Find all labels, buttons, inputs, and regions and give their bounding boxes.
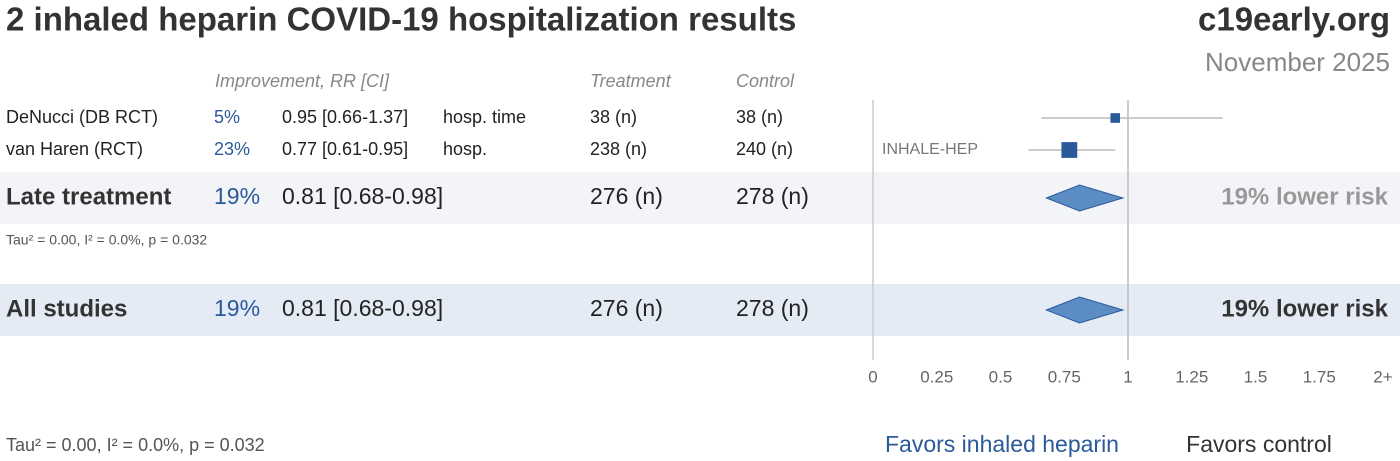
rr-ci: 0.95 [0.66-1.37] — [282, 107, 408, 127]
x-tick-label: 1.5 — [1244, 367, 1268, 386]
rr-marker — [1061, 142, 1078, 158]
outcome: hosp. time — [443, 107, 526, 127]
control: 278 (n) — [736, 295, 809, 321]
control: 38 (n) — [736, 107, 783, 127]
favors-right: Favors control — [1186, 431, 1332, 457]
stats: Tau² = 0.00, I² = 0.0%, p = 0.032 — [6, 232, 207, 248]
improvement: 19% — [214, 295, 260, 321]
pooled-diamond — [1045, 296, 1125, 324]
rr-ci: 0.81 [0.68-0.98] — [282, 183, 443, 209]
row-band — [0, 172, 1400, 224]
annotation: INHALE-HEP — [882, 141, 978, 158]
treatment: 238 (n) — [590, 139, 647, 159]
improvement: 23% — [214, 139, 250, 159]
header: Treatment — [590, 71, 672, 91]
treatment: 38 (n) — [590, 107, 637, 127]
x-tick-label: 0 — [868, 367, 877, 386]
stats: Tau² = 0.00, I² = 0.0%, p = 0.032 — [6, 435, 265, 455]
summary: 19% lower risk — [1221, 183, 1388, 210]
rr-ci: 0.81 [0.68-0.98] — [282, 295, 443, 321]
source: c19early.org — [1198, 1, 1390, 38]
header: Improvement, RR [CI] — [215, 71, 390, 91]
outcome: hosp. — [443, 139, 487, 159]
study-name: DeNucci (DB RCT) — [6, 107, 158, 127]
pooled-name: Late treatment — [6, 183, 171, 210]
improvement: 19% — [214, 183, 260, 209]
control: 240 (n) — [736, 139, 793, 159]
rr-ci: 0.77 [0.61-0.95] — [282, 139, 408, 159]
x-tick-label: 0.5 — [989, 367, 1013, 386]
improvement: 5% — [214, 107, 240, 127]
header: Control — [736, 71, 795, 91]
treatment: 276 (n) — [590, 295, 663, 321]
x-tick-label: 0.25 — [920, 367, 953, 386]
date: November 2025 — [1205, 47, 1390, 77]
x-tick-label: 1.75 — [1303, 367, 1336, 386]
x-tick-label: 0.75 — [1048, 367, 1081, 386]
study-name: van Haren (RCT) — [6, 139, 143, 159]
row-band — [0, 284, 1400, 336]
summary: 19% lower risk — [1221, 295, 1388, 322]
x-tick-label: 2+ — [1373, 367, 1392, 386]
treatment: 276 (n) — [590, 183, 663, 209]
x-tick-label: 1.25 — [1175, 367, 1208, 386]
x-tick-label: 1 — [1123, 367, 1132, 386]
pooled-name: All studies — [6, 295, 127, 322]
chart-title: 2 inhaled heparin COVID-19 hospitalizati… — [6, 1, 796, 38]
rr-marker — [1110, 113, 1121, 123]
pooled-diamond — [1045, 184, 1125, 212]
favors-left: Favors inhaled heparin — [885, 431, 1119, 457]
control: 278 (n) — [736, 183, 809, 209]
